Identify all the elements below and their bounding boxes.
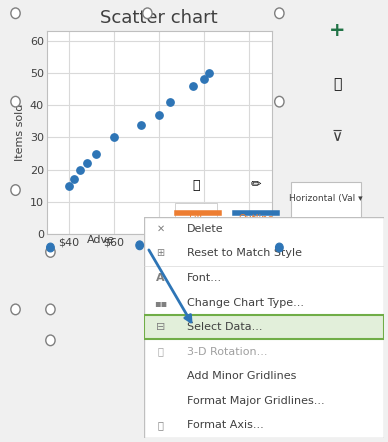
Text: Adve: Adve — [87, 235, 115, 245]
Circle shape — [11, 8, 20, 19]
Text: Fill: Fill — [189, 213, 203, 224]
Point — [66, 182, 72, 189]
Text: Add Minor Gridlines: Add Minor Gridlines — [187, 371, 296, 381]
Text: Format Axis...: Format Axis... — [187, 420, 263, 431]
Point — [190, 82, 196, 89]
Y-axis label: Items sold: Items sold — [16, 104, 26, 161]
Text: ✕: ✕ — [156, 224, 165, 234]
FancyBboxPatch shape — [144, 217, 384, 438]
Circle shape — [46, 304, 55, 315]
Text: Format Major Gridlines...: Format Major Gridlines... — [187, 396, 324, 406]
Point — [93, 150, 99, 157]
Point — [206, 69, 212, 76]
Point — [111, 134, 117, 141]
FancyBboxPatch shape — [291, 182, 361, 219]
Text: Font...: Font... — [187, 273, 222, 283]
Text: Change Chart Type...: Change Chart Type... — [187, 297, 304, 308]
Point — [167, 99, 173, 106]
Circle shape — [11, 304, 20, 315]
Title: Scatter chart: Scatter chart — [100, 8, 218, 27]
Point — [156, 111, 162, 118]
Circle shape — [11, 185, 20, 195]
Text: 🪣: 🪣 — [192, 179, 200, 192]
Text: +: + — [329, 22, 346, 40]
Circle shape — [11, 96, 20, 107]
Circle shape — [47, 243, 54, 252]
Point — [138, 121, 144, 128]
Text: Delete: Delete — [187, 224, 223, 234]
Text: 🖌: 🖌 — [333, 77, 342, 91]
Text: ▪▪: ▪▪ — [154, 297, 167, 308]
Text: ⊽: ⊽ — [332, 130, 343, 145]
Text: ⊟: ⊟ — [156, 322, 165, 332]
Text: A: A — [156, 273, 165, 283]
Text: Select Data...: Select Data... — [187, 322, 262, 332]
Circle shape — [275, 8, 284, 19]
Circle shape — [275, 96, 284, 107]
Text: ✏: ✏ — [251, 179, 262, 192]
Text: Reset to Match Style: Reset to Match Style — [187, 248, 302, 259]
Circle shape — [143, 8, 152, 19]
Text: 3-D Rotation...: 3-D Rotation... — [187, 347, 267, 357]
Circle shape — [46, 335, 55, 346]
Text: Horizontal (Val ▾: Horizontal (Val ▾ — [289, 194, 363, 203]
FancyBboxPatch shape — [144, 315, 384, 339]
Text: ⊞: ⊞ — [156, 248, 165, 259]
Text: ⬜: ⬜ — [158, 347, 163, 357]
Circle shape — [136, 241, 144, 250]
Point — [201, 76, 207, 83]
Text: 📉: 📉 — [158, 420, 163, 431]
Circle shape — [275, 243, 283, 252]
Point — [77, 166, 83, 173]
Point — [84, 160, 90, 167]
FancyBboxPatch shape — [175, 203, 217, 225]
Text: Outline: Outline — [238, 213, 274, 224]
Circle shape — [46, 247, 55, 257]
Point — [71, 176, 77, 183]
